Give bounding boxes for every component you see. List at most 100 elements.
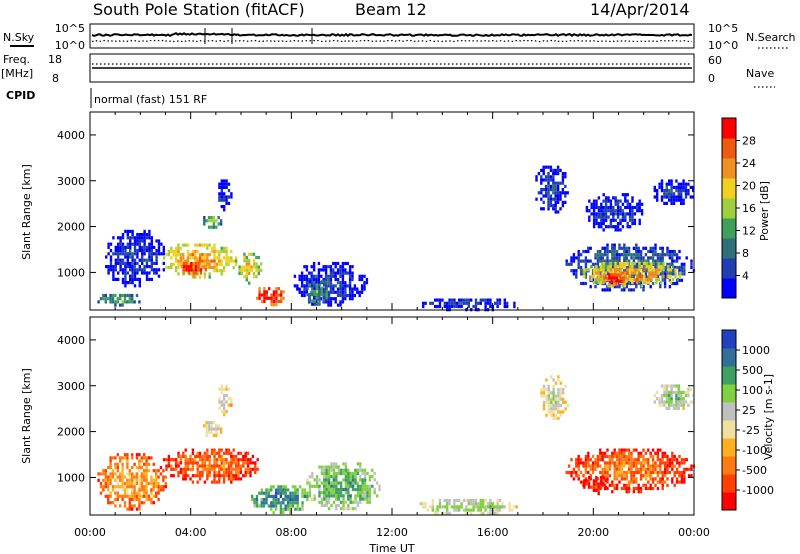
heatmap-cell [496,511,499,515]
heatmap-cell [147,494,151,498]
heatmap-cell [105,265,108,269]
heatmap-cell [450,505,454,509]
heatmap-cell [606,454,609,459]
heatmap-cell [315,302,319,306]
heatmap-cell [203,451,207,455]
heatmap-cell [334,277,337,282]
heatmap-cell [104,472,107,476]
heatmap-cell [666,464,669,468]
heatmap-cell [213,461,216,465]
heatmap-cell [675,400,678,404]
heatmap-cell [344,468,348,472]
heatmap-cell [344,281,347,285]
heatmap-cell [462,301,466,305]
heatmap-cell [131,497,134,502]
heatmap-cell [227,262,231,266]
heatmap-cell [356,290,359,294]
heatmap-cell [663,394,666,398]
heatmap-cell [670,182,673,186]
heatmap-cell [320,471,324,476]
velocity-ylabel: Slant Range [km] [20,368,33,464]
heatmap-cell [668,470,672,475]
heatmap-cell [630,467,633,471]
heatmap-cell [225,470,228,475]
heatmap-cell [237,467,240,471]
heatmap-cell [218,467,221,471]
heatmap-cell [217,424,220,428]
heatmap-cell [263,299,266,304]
heatmap-cell [150,478,153,482]
heatmap-cell [184,470,187,475]
heatmap-cell [635,243,638,247]
heatmap-cell [460,304,463,309]
heatmap-cell [671,480,674,484]
heatmap-cell [561,200,565,204]
heatmap-cell [279,488,283,492]
heatmap-cell [136,268,139,272]
heatmap-cell [303,265,306,269]
heatmap-cell [604,199,608,203]
heatmap-cell [443,498,446,503]
heatmap-cell [301,507,304,511]
heatmap-cell [315,283,319,287]
heatmap-cell [123,485,127,489]
heatmap-cell [194,461,197,465]
heatmap-cell [215,461,219,465]
heatmap-cell [218,262,221,266]
heatmap-cell [557,400,560,404]
heatmap-cell [334,271,337,275]
heatmap-cell [550,407,553,411]
heatmap-cell [624,212,627,216]
heatmap-cell [313,289,316,293]
heatmap-cell [556,200,560,204]
heatmap-cell [210,424,213,428]
heatmap-cell [198,259,202,263]
heatmap-cell [232,448,235,452]
heatmap-cell [438,498,442,503]
heatmap-cell [443,301,446,305]
heatmap-cell [114,478,117,482]
colorbar-swatch [722,420,736,439]
heatmap-cell [584,467,588,471]
heatmap-cell [128,497,131,502]
heatmap-cell [182,259,185,263]
heatmap-cell [596,259,600,263]
heatmap-cell [547,175,550,179]
heatmap-cell [114,277,117,281]
heatmap-cell [615,276,618,280]
heatmap-cell [554,416,558,420]
heatmap-cell [255,265,258,269]
heatmap-cell [363,478,367,482]
y-tick-label: 2000 [57,221,85,234]
heatmap-cell [363,494,367,498]
heatmap-cell [336,271,340,275]
heatmap-cell [196,480,199,484]
heatmap-cell [308,283,312,287]
heatmap-cell [126,459,129,463]
heatmap-cell [547,391,550,395]
heatmap-cell [613,243,616,247]
heatmap-cell [684,189,688,193]
heatmap-cell [270,303,273,307]
heatmap-cell [667,265,670,269]
heatmap-cell [618,467,621,471]
heatmap-cell [150,258,153,262]
heatmap-cell [246,458,250,462]
heatmap-cell [564,191,567,195]
heatmap-cell [611,259,614,263]
heatmap-cell [133,478,136,482]
heatmap-cell [341,300,345,304]
heatmap-cell [136,239,139,243]
heatmap-cell [579,461,583,465]
colorbar-tick-label: 20 [742,180,756,193]
heatmap-cell [126,456,129,460]
heatmap-cell [260,501,263,505]
heatmap-cell [109,491,112,495]
colorbar-swatch [722,238,736,259]
heatmap-cell [460,298,463,302]
heatmap-cell [358,274,361,278]
y-tick-label: 4000 [57,129,85,142]
heatmap-cell [618,464,621,468]
heatmap-cell [612,209,615,213]
heatmap-cell [315,475,319,479]
